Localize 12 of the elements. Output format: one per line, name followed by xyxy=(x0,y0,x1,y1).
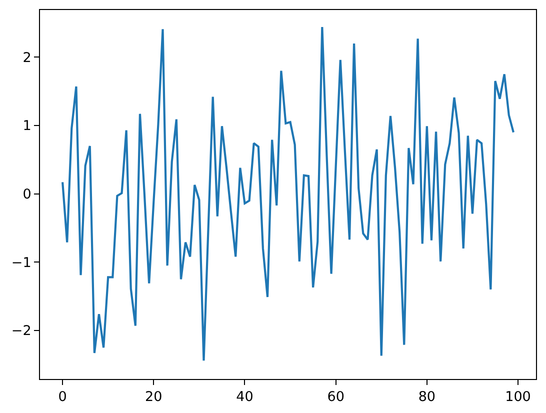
x-tick-label: 20 xyxy=(145,389,162,406)
y-tick-label: 1 xyxy=(22,118,32,134)
y-tick-label: −2 xyxy=(11,323,32,340)
y-tick-label: −1 xyxy=(11,254,32,271)
y-tick-label: 2 xyxy=(22,50,32,66)
y-tick-label: 0 xyxy=(22,186,32,203)
x-tick-label: 0 xyxy=(58,389,67,406)
x-tick-label: 100 xyxy=(505,389,531,406)
x-tick-label: 40 xyxy=(236,389,254,406)
line-series xyxy=(62,26,514,362)
x-tick-label: 80 xyxy=(418,389,436,406)
x-tick-label: 60 xyxy=(327,389,344,406)
